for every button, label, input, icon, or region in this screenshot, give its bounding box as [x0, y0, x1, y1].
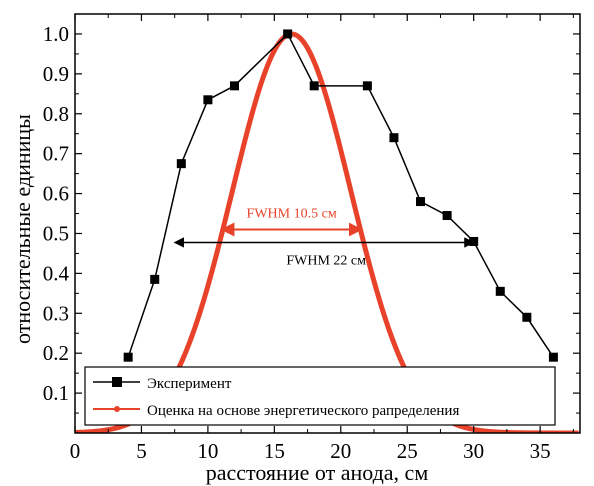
- y-tick-label: 0.5: [43, 221, 69, 245]
- experiment-point: [176, 159, 186, 169]
- experiment-point: [416, 197, 426, 207]
- plot-frame: [74, 13, 581, 434]
- fwhm-estimate-label: FWHM 10.5 см: [247, 206, 337, 221]
- experiment-point: [203, 95, 213, 105]
- x-tick-label: 0: [70, 439, 81, 463]
- experiment-point: [362, 81, 372, 91]
- y-tick-label: 0.4: [43, 261, 70, 285]
- legend-experiment-label: Эксперимент: [147, 376, 232, 392]
- x-tick-label: 15: [264, 439, 285, 463]
- fwhm-experiment-label: FWHM 22 см: [286, 253, 366, 268]
- legend-box: [84, 366, 556, 426]
- y-tick-label: 0.2: [43, 341, 69, 365]
- y-tick-label: 0.6: [43, 182, 69, 206]
- x-tick-label: 20: [330, 439, 351, 463]
- x-axis-label: расстояние от анода, см: [206, 460, 429, 485]
- x-tick-label: 30: [463, 439, 484, 463]
- y-tick-label: 0.3: [43, 301, 69, 325]
- experiment-point: [229, 81, 239, 91]
- series-experiment-line: [127, 32, 555, 358]
- experiment-point: [495, 286, 505, 296]
- experiment-point: [548, 352, 558, 362]
- x-tick-label: 5: [136, 439, 147, 463]
- legend-experiment-marker: [112, 377, 122, 387]
- experiment-point: [442, 211, 452, 221]
- experiment-point: [150, 274, 160, 284]
- legend-estimate-label: Оценка на основе энергетического рапреде…: [147, 403, 459, 419]
- y-tick-label: 0.9: [43, 62, 69, 86]
- experiment-point: [283, 29, 293, 39]
- legend-estimate-marker: [114, 406, 120, 412]
- experiment-point: [309, 81, 319, 91]
- experiment-point: [469, 236, 479, 246]
- experiment-point: [522, 312, 532, 322]
- y-tick-label: 1.0: [43, 22, 69, 46]
- experiment-point: [389, 133, 399, 143]
- experiment-point: [123, 352, 133, 362]
- x-tick-label: 35: [530, 439, 551, 463]
- y-axis-label: относительные единицы: [10, 114, 35, 344]
- legend: Эксперимент Оценка на основе энергетическ…: [84, 366, 556, 426]
- y-tick-label: 0.1: [43, 381, 69, 405]
- x-tick-label: 25: [397, 439, 418, 463]
- x-tick-label: 10: [197, 439, 218, 463]
- y-tick-label: 0.7: [43, 142, 69, 166]
- axes: 0 5 10 15 20 25 30 35 0.1 0.2 0.3 0.4 0.5 0.6 0.7 0.8 0.…: [43, 13, 581, 463]
- y-tick-label: 0.8: [43, 102, 69, 126]
